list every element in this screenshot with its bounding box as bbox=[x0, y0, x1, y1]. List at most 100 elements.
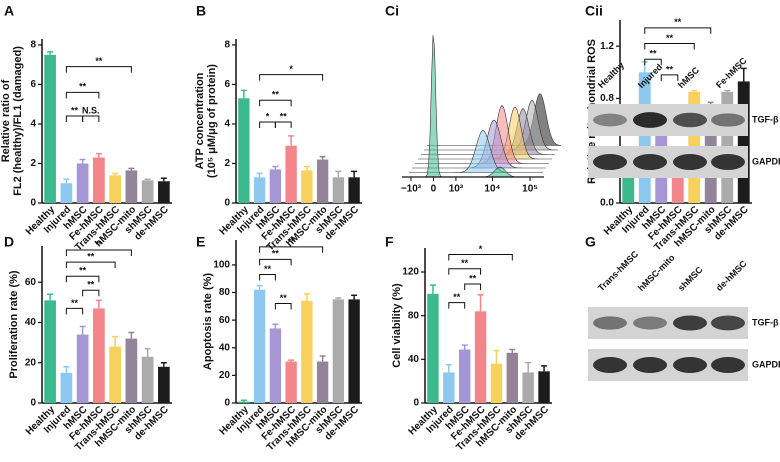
error-bar bbox=[144, 347, 151, 357]
bar bbox=[93, 157, 105, 203]
blot-band bbox=[633, 112, 667, 128]
bar bbox=[285, 145, 297, 203]
x-tick-label: −10³ bbox=[401, 184, 422, 195]
error-bar bbox=[112, 335, 119, 347]
bar bbox=[158, 366, 170, 403]
significance-bracket bbox=[274, 121, 292, 128]
significance-bracket bbox=[82, 289, 100, 297]
error-bar bbox=[477, 294, 484, 312]
blot-band bbox=[633, 357, 667, 373]
bar bbox=[316, 361, 329, 403]
error-bar bbox=[335, 170, 342, 178]
bar bbox=[158, 181, 170, 203]
y-axis-label: Relative ratio of bbox=[0, 79, 12, 162]
significance-bracket bbox=[448, 302, 466, 309]
blot-band bbox=[673, 357, 707, 373]
bar bbox=[301, 170, 313, 203]
error-bar bbox=[63, 178, 70, 184]
y-tick-label: 2 bbox=[224, 158, 230, 169]
bar bbox=[316, 159, 329, 203]
error-bar bbox=[288, 135, 295, 146]
bar bbox=[238, 401, 250, 403]
y-axis-label: (10⁵ μM/μg of protein) bbox=[206, 64, 218, 178]
significance-bracket bbox=[448, 254, 513, 261]
significance-bracket bbox=[65, 66, 132, 73]
error-bar bbox=[303, 293, 310, 301]
bar bbox=[443, 372, 455, 403]
significance-label: ** bbox=[264, 264, 272, 274]
error-bar bbox=[319, 355, 326, 362]
y-tick-label: 8 bbox=[30, 40, 36, 51]
blot-band bbox=[711, 357, 745, 373]
error-bar bbox=[351, 294, 358, 300]
error-bar bbox=[128, 167, 135, 171]
y-axis-label: FL2 (healthy)/FL1 (damaged) bbox=[12, 46, 24, 196]
significance-bracket bbox=[65, 261, 116, 269]
error-bar bbox=[541, 365, 548, 372]
error-bar bbox=[256, 172, 263, 178]
error-bar bbox=[112, 172, 119, 176]
error-bar bbox=[79, 325, 86, 335]
significance-label: ** bbox=[71, 298, 79, 308]
significance-label: ** bbox=[87, 251, 95, 261]
row-label: TGF-β bbox=[752, 317, 779, 327]
y-tick-label: 40 bbox=[408, 354, 420, 365]
bar bbox=[125, 170, 138, 203]
blot-band bbox=[633, 154, 667, 170]
y-tick-label: 1.2 bbox=[600, 41, 614, 52]
error-bar bbox=[288, 359, 295, 362]
error-bar bbox=[303, 165, 310, 171]
blot-band bbox=[711, 315, 745, 331]
error-bar bbox=[47, 51, 54, 55]
bar bbox=[60, 372, 73, 403]
significance-label: N.S. bbox=[82, 105, 100, 115]
blot-band bbox=[593, 357, 627, 373]
significance-bracket bbox=[65, 275, 100, 283]
y-tick-label: 0 bbox=[30, 198, 36, 209]
lane-label: shMSC bbox=[676, 264, 705, 293]
error-bar bbox=[724, 89, 731, 92]
lane-label: hMSC bbox=[676, 65, 701, 90]
error-bar bbox=[256, 284, 263, 290]
x-tick-label: 10³ bbox=[449, 184, 464, 195]
error-bar bbox=[691, 89, 698, 92]
significance-bracket bbox=[448, 268, 482, 275]
y-axis-label: Proliferation rate (%) bbox=[8, 270, 20, 379]
significance-bracket bbox=[82, 115, 100, 123]
lane-label: Trans-hMSC bbox=[596, 249, 641, 294]
y-tick-label: 60 bbox=[219, 315, 231, 326]
y-tick-label: 0 bbox=[413, 398, 419, 409]
panel-label: A bbox=[4, 3, 14, 19]
significance-label: ** bbox=[71, 105, 79, 115]
y-tick-label: 80 bbox=[219, 287, 231, 298]
significance-bracket bbox=[660, 74, 679, 81]
bar bbox=[269, 328, 282, 403]
bar bbox=[76, 163, 89, 203]
bar bbox=[44, 54, 56, 204]
y-tick-label: 6 bbox=[224, 79, 230, 90]
significance-bracket bbox=[644, 27, 712, 34]
significance-label: ** bbox=[95, 56, 103, 66]
significance-bracket bbox=[259, 121, 276, 128]
bar bbox=[490, 363, 503, 403]
blot-band bbox=[673, 154, 707, 170]
significance-bracket bbox=[65, 115, 84, 123]
error-bar bbox=[351, 170, 358, 178]
bar bbox=[522, 372, 534, 403]
y-tick-label: 4 bbox=[224, 119, 230, 130]
bar bbox=[737, 81, 750, 203]
error-bar bbox=[160, 177, 167, 182]
row-label: GAPDH bbox=[752, 156, 780, 166]
error-bar bbox=[95, 299, 102, 309]
significance-bracket bbox=[259, 258, 292, 266]
error-bar bbox=[160, 361, 167, 367]
significance-bracket bbox=[259, 246, 324, 253]
significance-label: ** bbox=[79, 82, 87, 92]
bar bbox=[348, 299, 360, 403]
blot-band bbox=[593, 154, 627, 170]
error-bar bbox=[335, 297, 342, 300]
bar bbox=[76, 334, 89, 403]
significance-label: * bbox=[289, 64, 293, 74]
error-bar bbox=[461, 344, 468, 350]
bar bbox=[253, 177, 266, 203]
